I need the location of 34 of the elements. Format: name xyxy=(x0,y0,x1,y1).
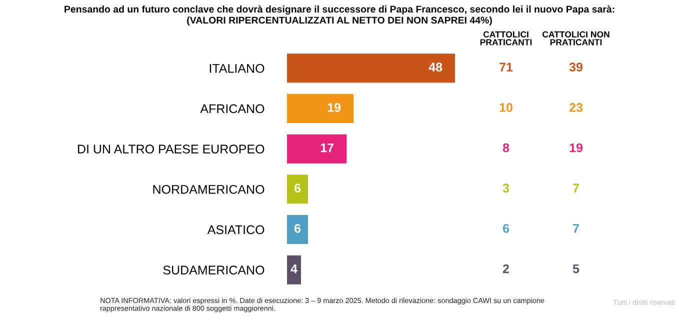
data-label: 10 xyxy=(500,103,512,112)
data-label: 7 xyxy=(573,184,579,192)
y-tick-label: ITALIANO xyxy=(210,64,264,73)
chart-title: Pensando ad un futuro conclave che dovrà designare il successore di Papa Francesco, secondo lei il nuovo Papa sarà: xyxy=(64,5,614,15)
data-label: 5 xyxy=(572,264,580,274)
data-label: 6 xyxy=(502,224,510,233)
y-tick-label: NORDAMERICANO xyxy=(153,184,264,194)
data-label: 4 xyxy=(290,264,298,274)
data-label: 7 xyxy=(573,224,579,233)
chart-subtitle: (VALORI RIPERCENTUALIZZATI AL NETTO DEI NON SAPREI 44%) xyxy=(187,16,492,26)
data-label: 19 xyxy=(328,103,341,112)
bar xyxy=(287,214,308,244)
bar xyxy=(287,94,354,124)
data-label: 39 xyxy=(569,62,582,72)
data-label: 48 xyxy=(428,62,442,72)
data-label: 23 xyxy=(569,103,582,112)
bar xyxy=(287,174,308,204)
data-label: 71 xyxy=(500,62,513,72)
text: CATTOLICI PRATICANTI xyxy=(480,31,532,46)
bar xyxy=(287,54,455,83)
data-label: 2 xyxy=(502,264,509,274)
data-label: 6 xyxy=(294,224,301,233)
text: CATTOLICI NON PRATICANTI xyxy=(542,31,610,46)
y-tick-label: SUDAMERICANO xyxy=(163,266,264,274)
data-label: 8 xyxy=(502,143,510,152)
bar xyxy=(287,134,346,164)
y-tick-label: DI UN ALTRO PAESE EUROPEO xyxy=(78,144,264,154)
bar xyxy=(287,255,301,284)
data-label: 17 xyxy=(320,143,334,152)
y-tick-label: AFRICANO xyxy=(200,104,264,114)
data-label: 3 xyxy=(502,184,510,193)
data-label: 6 xyxy=(294,184,301,193)
y-tick-label: ASIATICO xyxy=(207,225,264,234)
data-label: 19 xyxy=(570,143,582,152)
